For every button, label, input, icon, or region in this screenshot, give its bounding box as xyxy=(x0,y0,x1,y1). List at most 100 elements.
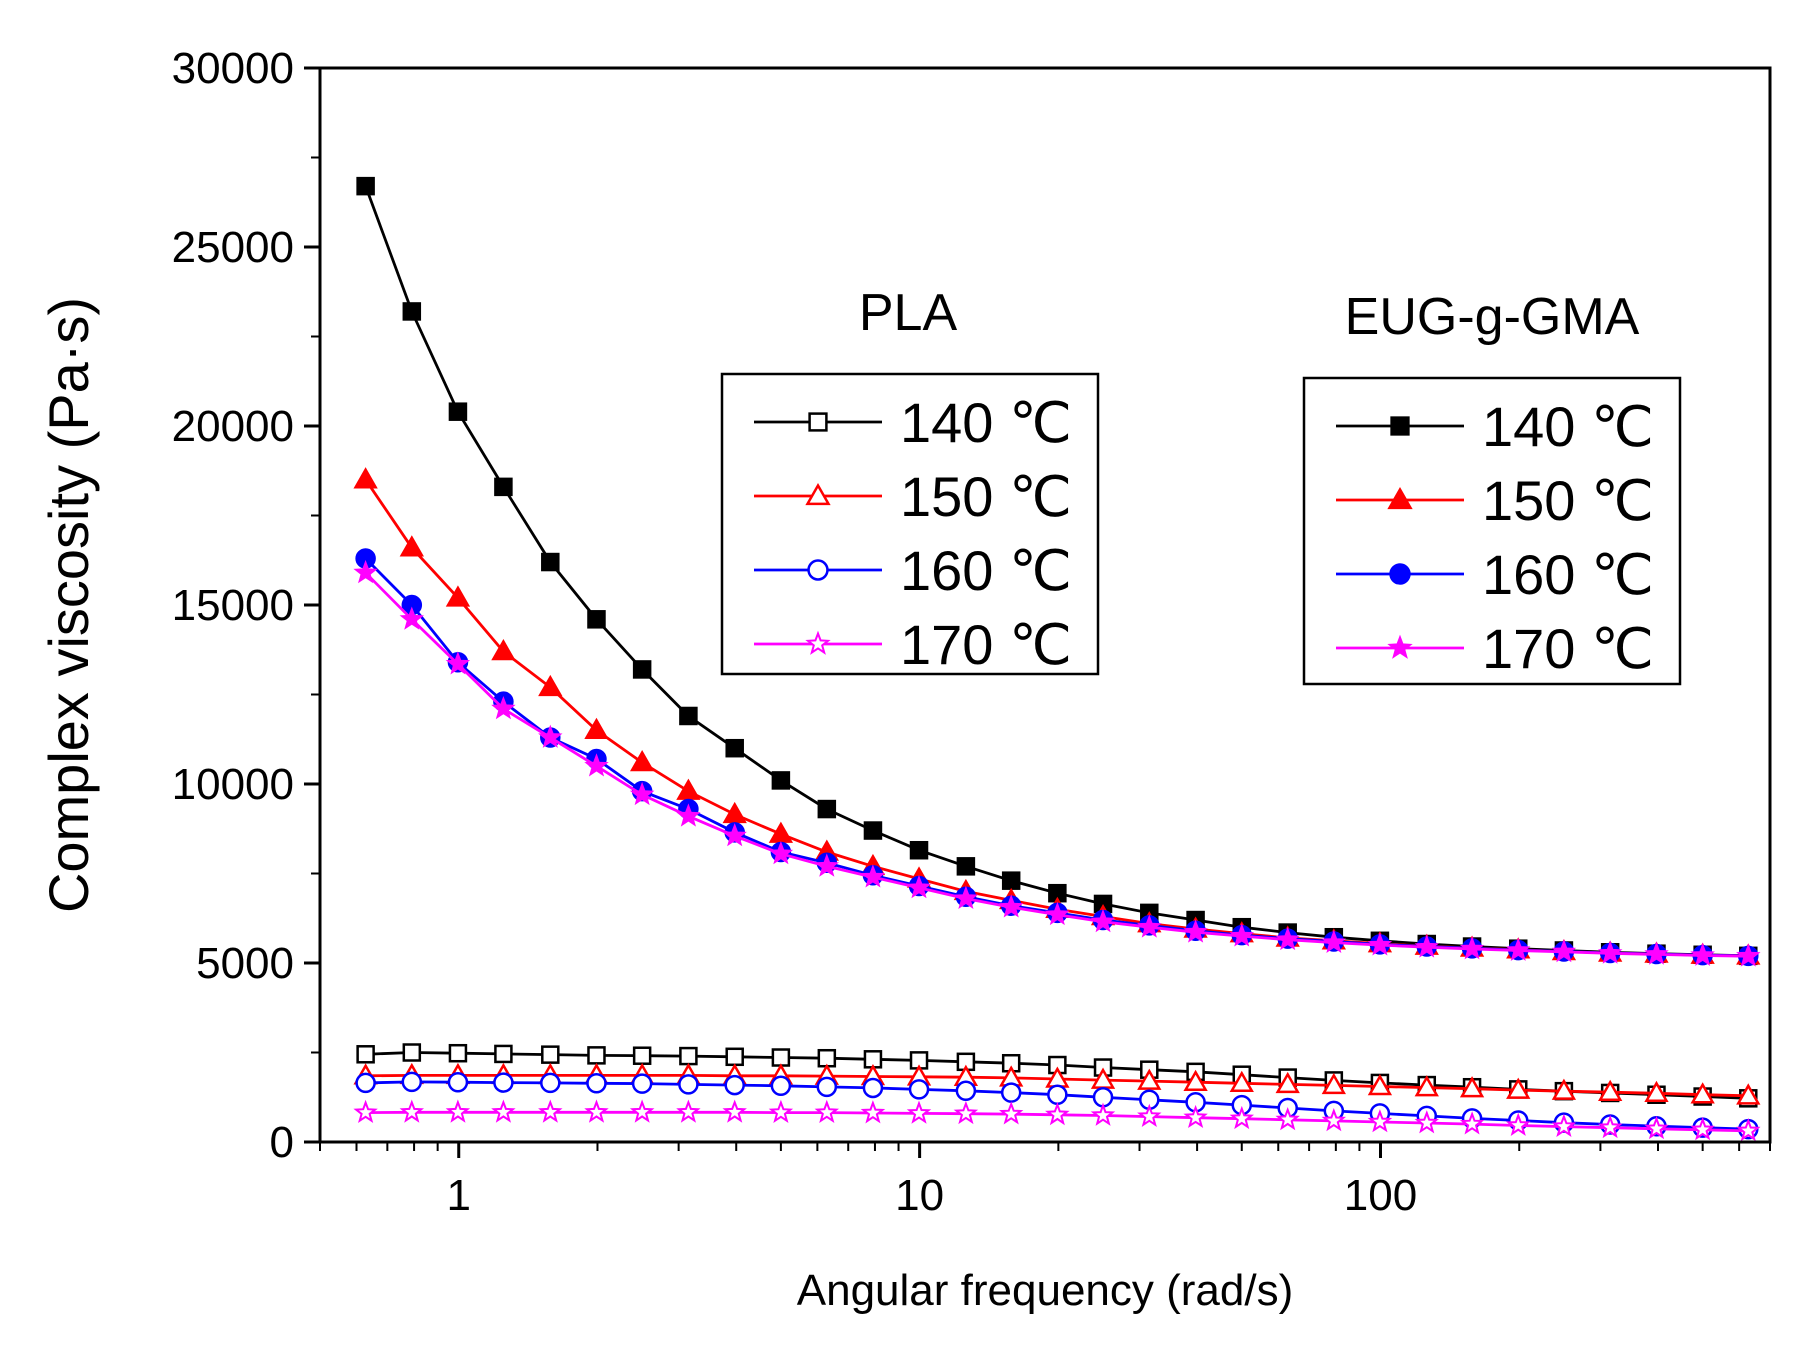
data-point xyxy=(1321,929,1347,954)
data-point xyxy=(1000,1082,1022,1103)
data-point xyxy=(679,706,698,726)
data-point xyxy=(955,1080,977,1102)
legend-pla: PLA 140 ℃ 150 ℃ 160 ℃ 170 ℃ xyxy=(720,284,1100,676)
data-point xyxy=(1736,943,1761,967)
data-point xyxy=(722,801,747,824)
legend-entry: 160 ℃ xyxy=(1336,543,1654,606)
legend-marker xyxy=(1389,563,1411,585)
data-point xyxy=(632,660,652,679)
data-point xyxy=(1183,1104,1208,1128)
legend-title: PLA xyxy=(859,284,958,342)
data-point xyxy=(1736,1118,1761,1142)
data-point xyxy=(1506,1077,1531,1099)
data-point xyxy=(1229,1070,1254,1093)
legend-marker xyxy=(808,412,828,432)
y-tick-label: 10000 xyxy=(172,760,294,809)
legend-label: 140 ℃ xyxy=(1482,395,1654,458)
legend-box xyxy=(720,372,1100,676)
data-point xyxy=(445,1099,471,1123)
data-point xyxy=(862,1077,884,1099)
data-point xyxy=(768,840,794,865)
series-pla-3 xyxy=(353,1099,1761,1142)
data-point xyxy=(1459,1111,1485,1135)
data-point xyxy=(1229,923,1255,947)
data-point xyxy=(1137,1068,1162,1090)
data-point xyxy=(353,559,378,584)
x-tick-label: 100 xyxy=(1344,1171,1417,1220)
data-point xyxy=(725,738,744,758)
data-point xyxy=(1414,1110,1440,1134)
data-point xyxy=(814,853,840,877)
data-point xyxy=(676,778,701,800)
data-point xyxy=(629,781,655,806)
data-point xyxy=(1459,1076,1485,1098)
data-point xyxy=(679,1046,698,1066)
data-point xyxy=(494,1044,513,1064)
data-point xyxy=(1644,1115,1669,1140)
data-point xyxy=(1090,1102,1116,1126)
data-point xyxy=(725,1047,744,1067)
legend-label: 170 ℃ xyxy=(1482,617,1654,680)
data-point xyxy=(1183,1069,1208,1091)
data-point xyxy=(860,864,886,888)
data-point xyxy=(768,821,794,843)
data-point xyxy=(494,477,513,497)
legend-marker xyxy=(805,482,831,506)
data-point xyxy=(629,1099,655,1123)
data-point xyxy=(1183,919,1208,943)
data-point xyxy=(953,1100,979,1125)
data-point xyxy=(1597,1114,1623,1139)
series-eug-g-gma-7 xyxy=(353,559,1761,967)
data-point xyxy=(770,1075,792,1097)
y-tick-label: 25000 xyxy=(172,223,294,272)
data-point xyxy=(1644,941,1669,965)
data-point xyxy=(632,1046,652,1065)
data-point xyxy=(1551,1113,1577,1138)
data-point xyxy=(448,1043,468,1063)
data-point xyxy=(953,885,979,910)
data-point xyxy=(1598,1079,1623,1101)
data-point xyxy=(909,840,929,860)
data-point xyxy=(676,803,701,827)
data-point xyxy=(1229,1105,1255,1130)
legend-box xyxy=(1302,376,1682,686)
data-point xyxy=(586,1073,607,1094)
data-point xyxy=(816,1076,838,1098)
data-point xyxy=(956,857,976,876)
data-point xyxy=(538,1099,563,1123)
data-point xyxy=(1690,1116,1715,1141)
data-point xyxy=(1275,1071,1300,1094)
legend-label: 150 ℃ xyxy=(900,465,1072,528)
data-point xyxy=(541,1045,560,1064)
data-point xyxy=(1047,1084,1068,1105)
legend-marker xyxy=(1387,486,1413,510)
data-point xyxy=(817,799,837,819)
data-point xyxy=(1137,914,1162,938)
data-point xyxy=(399,535,424,557)
series-pla-2 xyxy=(355,1071,1759,1140)
data-point xyxy=(1414,934,1440,958)
data-point xyxy=(355,1072,376,1094)
data-point xyxy=(493,1072,514,1093)
y-tick-label: 0 xyxy=(270,1118,294,1167)
legend-marker xyxy=(1387,634,1413,659)
data-point xyxy=(538,674,563,697)
data-point xyxy=(1137,1103,1162,1128)
data-point xyxy=(814,1099,840,1124)
x-axis-title: Angular frequency (rad/s) xyxy=(797,1266,1293,1315)
data-point xyxy=(860,1100,886,1124)
legend-label: 170 ℃ xyxy=(900,613,1072,676)
data-point xyxy=(1505,1112,1531,1136)
data-point xyxy=(356,1045,375,1064)
data-point xyxy=(771,771,791,790)
data-point xyxy=(631,1073,653,1094)
data-point xyxy=(1367,1073,1393,1096)
legend-label: 160 ℃ xyxy=(1482,543,1654,606)
legend-entry: 140 ℃ xyxy=(754,391,1072,454)
legend-eug-g-gma: EUG-g-GMA 140 ℃ 150 ℃ 160 ℃ 170 ℃ xyxy=(1302,288,1682,686)
data-point xyxy=(1045,901,1070,926)
data-point xyxy=(768,1099,794,1124)
data-point xyxy=(445,651,471,675)
data-point xyxy=(540,1072,561,1094)
data-point xyxy=(724,1074,745,1096)
